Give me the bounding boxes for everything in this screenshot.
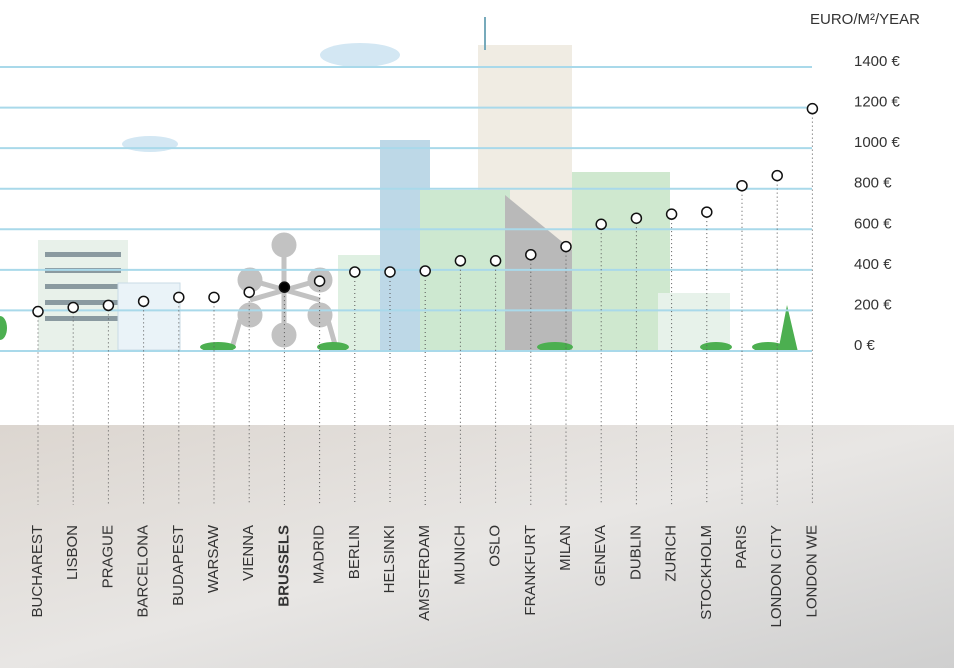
dot	[32, 305, 44, 318]
x-tick-label: STOCKHOLM	[698, 525, 715, 620]
dot	[313, 275, 326, 287]
cloud	[320, 43, 400, 67]
dot	[173, 291, 185, 304]
y-tick-label: 600 €	[854, 215, 892, 232]
y-tick-label: 200 €	[854, 296, 892, 313]
x-tick-label: LISBON	[64, 525, 81, 580]
dot	[736, 179, 748, 192]
dot	[560, 240, 572, 253]
x-tick-label: FRANKFURT	[522, 525, 539, 616]
cloud	[122, 136, 178, 152]
dot	[771, 169, 783, 182]
x-tick-label: BERLIN	[346, 525, 363, 579]
x-tick-label: LONDON WE	[803, 525, 820, 618]
axis-title: EURO/M²/YEAR	[810, 11, 920, 28]
y-tick-label: 1000 €	[854, 134, 901, 151]
background-photo	[0, 425, 954, 668]
dot	[595, 218, 607, 231]
trees	[0, 305, 798, 352]
x-tick-label: DUBLIN	[627, 525, 644, 580]
window-row	[45, 300, 121, 305]
y-tick-label: 400 €	[854, 256, 892, 273]
x-tick-label: BARCELONA	[135, 525, 152, 618]
x-tick-label: VIENNA	[240, 525, 257, 581]
x-tick-label: HELSINKI	[381, 525, 398, 593]
y-tick-label: 0 €	[854, 337, 876, 354]
x-tick-label: MADRID	[311, 525, 328, 584]
dot	[102, 299, 115, 312]
x-tick-label: PRAGUE	[99, 525, 116, 588]
y-tick-label: 1200 €	[854, 94, 901, 111]
x-tick-label: MUNICH	[451, 525, 468, 585]
dot	[665, 208, 678, 220]
dot	[630, 212, 643, 224]
dot	[525, 248, 537, 261]
x-tick-label: MILAN	[557, 525, 574, 571]
dot	[384, 266, 396, 278]
window-row	[45, 316, 121, 321]
window-row	[45, 252, 121, 257]
x-tick-label: BUCHAREST	[29, 525, 46, 618]
y-tick-label: 800 €	[854, 175, 892, 192]
dot	[208, 291, 220, 304]
x-tick-label: BUDAPEST	[170, 525, 187, 606]
building	[572, 172, 670, 350]
dot	[489, 255, 502, 267]
building	[38, 240, 128, 350]
dot	[278, 281, 291, 293]
x-tick-label: WARSAW	[205, 524, 222, 593]
dot	[454, 255, 467, 267]
x-tick-label: PARIS	[733, 525, 750, 569]
x-tick-label: GENEVA	[592, 525, 609, 586]
x-tick-label: LONDON CITY	[768, 525, 785, 628]
x-tick-label: AMSTERDAM	[416, 525, 433, 621]
dot	[67, 301, 79, 314]
window-row	[45, 284, 121, 289]
dot	[243, 286, 255, 298]
dot	[349, 266, 361, 278]
building	[117, 282, 181, 351]
y-tick-label: 1400 €	[854, 53, 901, 70]
building	[658, 293, 730, 350]
dot	[806, 102, 819, 115]
x-tick-label: OSLO	[487, 525, 504, 567]
dot	[701, 206, 713, 218]
dot	[137, 295, 150, 308]
x-tick-label: ZURICH	[663, 525, 680, 582]
dot	[419, 265, 431, 277]
x-tick-label: BRUSSELS	[275, 525, 292, 607]
